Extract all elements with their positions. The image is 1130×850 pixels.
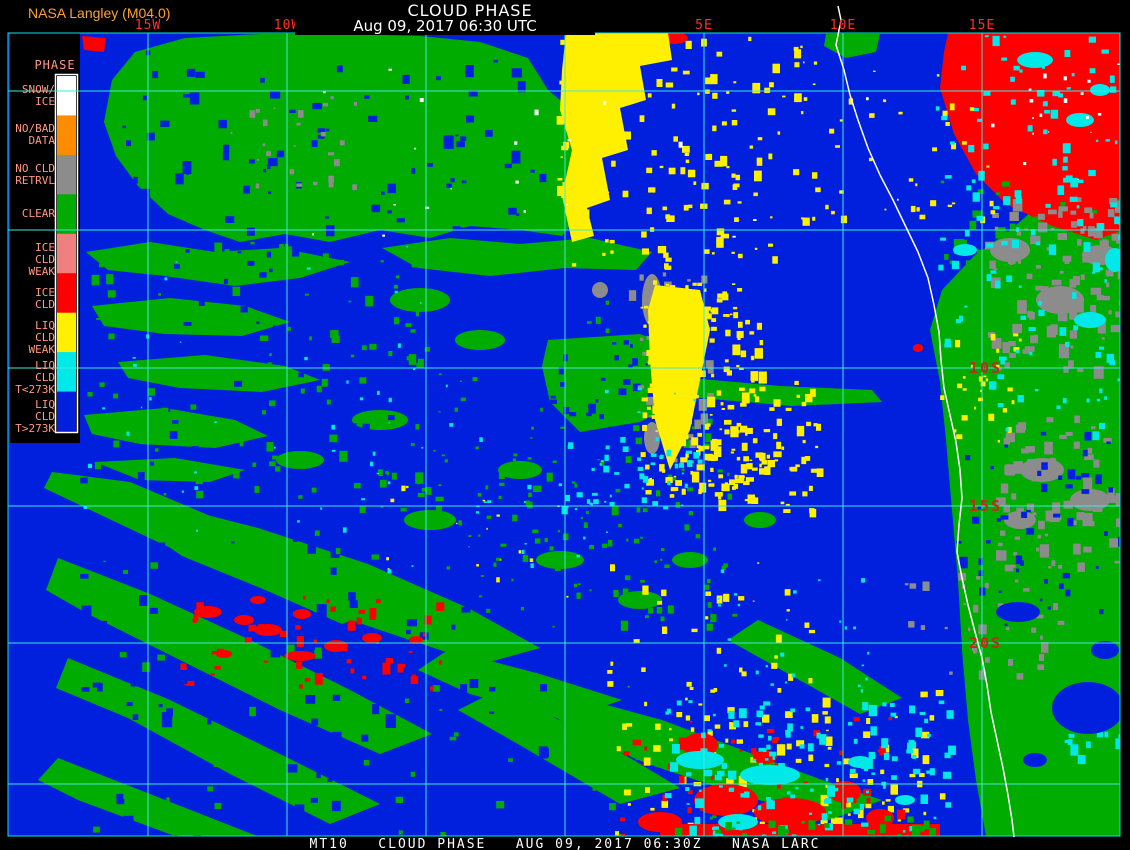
legend-label-1: NO/BAD DATA <box>15 122 55 148</box>
legend-label-4: ICE CLD WEAK <box>28 240 56 278</box>
meridian-label-10W: 10W <box>273 18 301 33</box>
meridian-label-5E: 5E <box>695 18 713 33</box>
legend-label-5: ICE CLD <box>35 285 55 311</box>
meridian-label-15W: 15W <box>134 18 162 33</box>
legend-label-2: NO CLD RETRVL <box>15 161 55 187</box>
legend-label-7: LIQ CLD T<273K <box>15 358 55 396</box>
parallel-label-15S: 15S <box>969 497 1003 515</box>
credit-text: NASA Langley (M04.0) <box>28 5 171 21</box>
parallel-label-10S: 10S <box>969 359 1003 377</box>
meridian-label-10E: 10E <box>829 18 857 33</box>
timestamp: Aug 09, 2017 06:30 UTC <box>295 17 595 35</box>
legend-title: PHASE <box>34 58 76 72</box>
legend-label-6: LIQ CLD WEAK <box>28 319 56 357</box>
page-title: CLOUD PHASE <box>407 1 533 20</box>
legend-label-0: SNOW/ ICE <box>21 82 55 108</box>
meridian-label-15E: 15E <box>968 18 996 33</box>
legend-label-8: LIQ CLD T>273K <box>15 398 55 436</box>
footer-bar: MT10 CLOUD PHASE AUG 09, 2017 06:30Z NAS… <box>0 837 1130 850</box>
parallel-label-20S: 20S <box>969 634 1003 652</box>
legend-label-3: CLEAR <box>21 207 55 221</box>
footer-text: MT10 CLOUD PHASE AUG 09, 2017 06:30Z NAS… <box>309 837 821 850</box>
